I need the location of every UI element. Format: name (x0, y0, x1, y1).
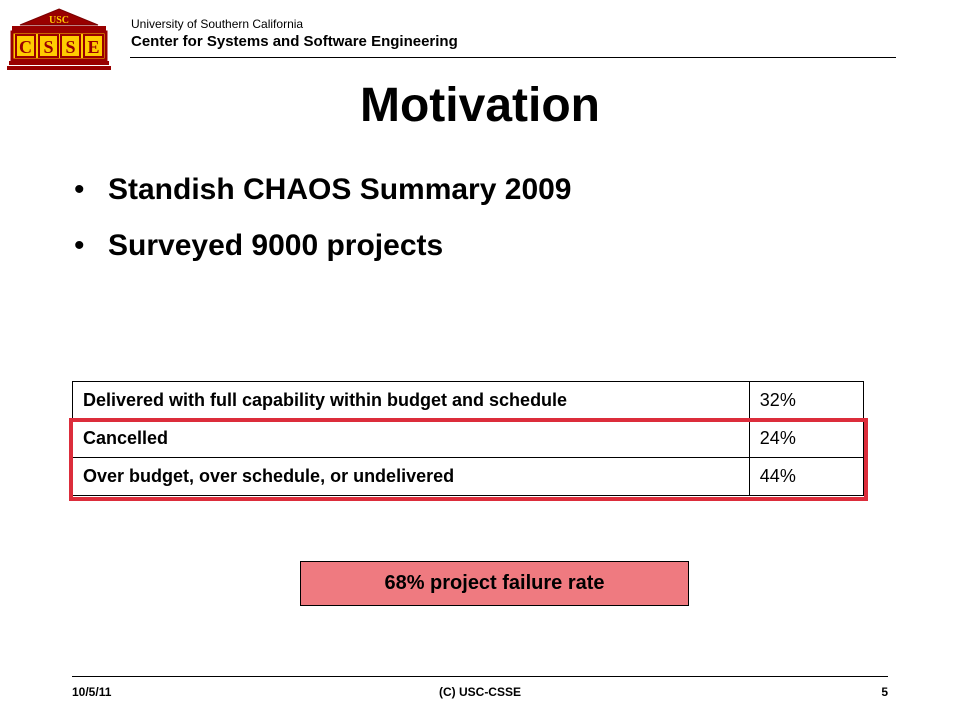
outcome-value: 44% (748, 457, 865, 496)
org-center-name: Center for Systems and Software Engineer… (131, 33, 458, 50)
footer-divider (72, 676, 888, 677)
bullet-item: • Standish CHAOS Summary 2009 (74, 170, 572, 210)
bullet-item: • Surveyed 9000 projects (74, 226, 572, 266)
outcome-value: 24% (748, 419, 865, 458)
footer-page-number: 5 (881, 685, 888, 699)
logo-letter: E (87, 37, 99, 57)
logo-letter: S (43, 37, 53, 57)
bullet-text: Standish CHAOS Summary 2009 (108, 173, 572, 206)
project-outcomes-table: Delivered with full capability within bu… (72, 381, 865, 496)
footer-date: 10/5/11 (72, 685, 112, 699)
slide-title: Motivation (360, 79, 600, 132)
outcome-value: 32% (748, 381, 865, 420)
bullet-dot-icon: • (74, 173, 85, 206)
bullet-text: Surveyed 9000 projects (108, 229, 444, 262)
failure-rate-callout: 68% project failure rate (300, 561, 689, 606)
table-row: Delivered with full capability within bu… (72, 381, 865, 420)
usc-csse-logo-icon: USC C S S E (7, 8, 111, 70)
logo-letter: S (65, 37, 75, 57)
bullet-dot-icon: • (74, 229, 85, 262)
footer-copyright: (C) USC-CSSE (438, 685, 521, 699)
table-row: Over budget, over schedule, or undeliver… (72, 457, 865, 496)
usc-csse-logo: USC C S S E (6, 8, 112, 72)
outcome-label: Delivered with full capability within bu… (72, 381, 750, 420)
logo-letter: C (19, 37, 32, 57)
outcome-label: Cancelled (72, 419, 750, 458)
table-row: Cancelled 24% (72, 419, 865, 458)
bullet-list: • Standish CHAOS Summary 2009 • Surveyed… (74, 170, 572, 282)
org-university-name: University of Southern California (131, 17, 304, 31)
outcome-label: Over budget, over schedule, or undeliver… (72, 457, 750, 496)
logo-top-text: USC (49, 15, 69, 26)
header-divider (130, 57, 896, 58)
